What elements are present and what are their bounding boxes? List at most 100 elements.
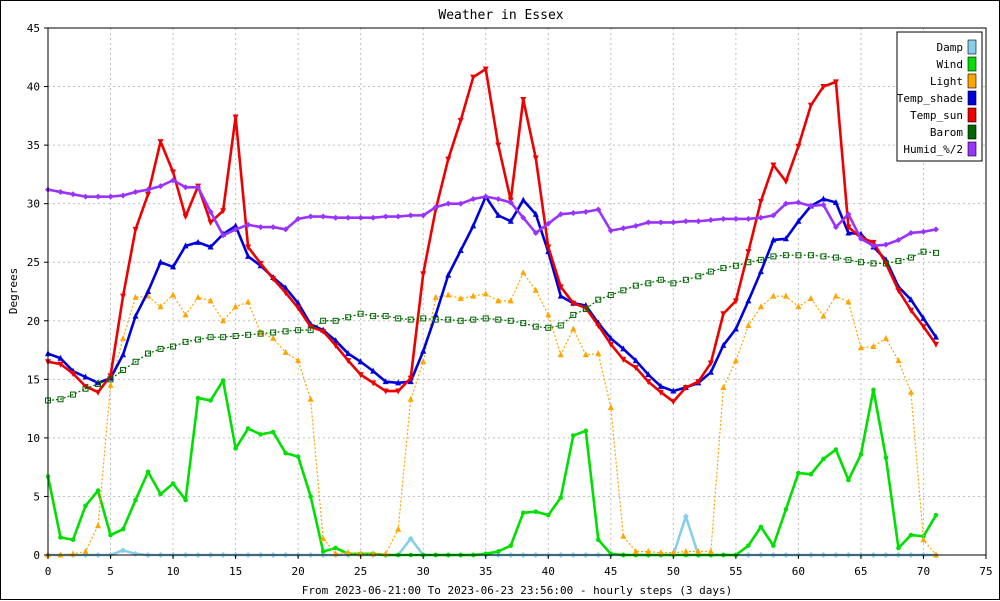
light-point [245, 298, 252, 305]
humid-2-point [645, 219, 652, 226]
temp-sun-point [707, 360, 714, 367]
humid-2-point [932, 226, 939, 233]
temp-sun-point [420, 271, 427, 278]
light-point [770, 292, 777, 299]
wind-point [70, 537, 76, 543]
humid-2-point [70, 191, 77, 198]
wind-point [758, 524, 764, 530]
light-point [495, 297, 502, 304]
light-point [732, 357, 739, 364]
x-tick-label: 5 [107, 565, 114, 578]
wind-point [508, 543, 514, 548]
wind-point [883, 455, 889, 461]
humid-2-point [220, 232, 227, 239]
humid-2-point [532, 229, 539, 236]
temp-shade-point [532, 210, 539, 217]
temp-sun-point [170, 169, 177, 176]
barom-point [520, 320, 527, 327]
barom-point [407, 316, 414, 323]
light-point [120, 334, 127, 341]
temp-shade-point [732, 325, 739, 332]
humid-2-point [882, 241, 889, 248]
temp-shade-point [145, 288, 152, 294]
light-point [307, 395, 314, 402]
temp-shade-point [670, 387, 677, 394]
legend-swatch-temp-sun [967, 107, 977, 123]
light-point [220, 317, 227, 324]
temp-shade-line [47, 195, 938, 393]
x-tick-label: 65 [854, 565, 867, 578]
barom-point [107, 376, 114, 383]
temp-sun-point [757, 198, 764, 205]
temp-shade-point [95, 379, 102, 386]
barom-point [332, 317, 339, 324]
temp-shade-point [920, 314, 927, 321]
barom-point [920, 248, 927, 255]
barom-point [820, 253, 827, 260]
barom-point [807, 252, 814, 259]
wind-point [771, 543, 776, 548]
light-point [895, 357, 902, 364]
temp-sun-point [395, 388, 402, 395]
wind-point [295, 454, 301, 459]
light-point [445, 291, 452, 298]
barom-point [770, 253, 777, 260]
temp-shade-point [557, 292, 564, 299]
temp-shade-point [157, 258, 164, 265]
barom-point [207, 334, 214, 341]
wind-point [783, 507, 789, 512]
light-point [195, 293, 202, 300]
temp-sun-point [570, 300, 577, 307]
temp-shade-point [232, 222, 239, 229]
wind-point [545, 512, 551, 518]
barom-point [532, 323, 539, 330]
barom-point [170, 343, 177, 350]
temp-shade-point [645, 371, 652, 378]
humid-2-point [782, 200, 789, 207]
humid-2-point [495, 195, 502, 202]
temp-shade-point [845, 229, 852, 236]
light-point [845, 298, 852, 305]
wind-point [933, 512, 939, 518]
barom-line [47, 251, 937, 402]
series-temp-sun [45, 66, 939, 406]
temp-shade-point [420, 347, 427, 354]
temp-sun-point [120, 293, 127, 300]
light-point [320, 535, 327, 542]
barom-point [370, 313, 377, 320]
wind-point [746, 543, 751, 548]
barom-point [682, 276, 689, 283]
light-point [420, 358, 427, 365]
temp-sun-point [907, 307, 914, 314]
barom-point [632, 282, 639, 289]
light-point [907, 388, 914, 395]
temp-sun-point [282, 290, 289, 297]
light-point [807, 295, 814, 302]
damp-point [120, 547, 127, 554]
wind-point [120, 526, 126, 532]
humid-2-point [120, 192, 127, 199]
barom-point [932, 249, 939, 256]
humid-2-point [920, 228, 927, 235]
temp-shade-point [82, 373, 89, 380]
barom-point [270, 329, 277, 336]
humid-2-point [382, 213, 389, 220]
barom-point [445, 316, 452, 323]
humid-2-line [47, 178, 937, 248]
barom-point [582, 306, 589, 313]
temp-shade-point [520, 196, 527, 203]
temp-sun-point [645, 379, 652, 386]
light-point [545, 311, 552, 318]
light-point [607, 403, 614, 410]
series-barom [45, 248, 939, 404]
y-tick-label: 25 [27, 256, 40, 269]
humid-2-point [582, 208, 589, 215]
wind-point [808, 471, 814, 477]
temp-sun-point [245, 244, 252, 251]
temp-shade-point [332, 337, 339, 344]
temp-shade-point [120, 351, 127, 358]
barom-point [795, 252, 802, 259]
humid-2-point [245, 221, 252, 228]
temp-sun-point [932, 341, 939, 348]
